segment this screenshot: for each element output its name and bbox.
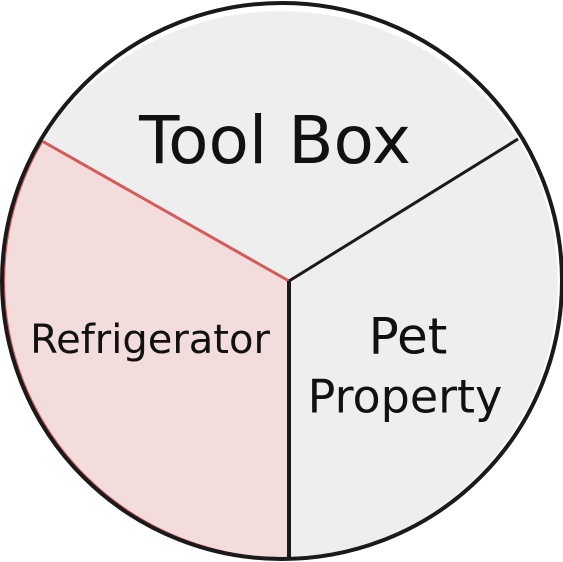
label-pet: Pet	[369, 308, 448, 366]
label-property: Property	[308, 370, 503, 424]
label-refrigerator: Refrigerator	[30, 317, 270, 363]
label-tool-box: Tool Box	[138, 102, 411, 179]
